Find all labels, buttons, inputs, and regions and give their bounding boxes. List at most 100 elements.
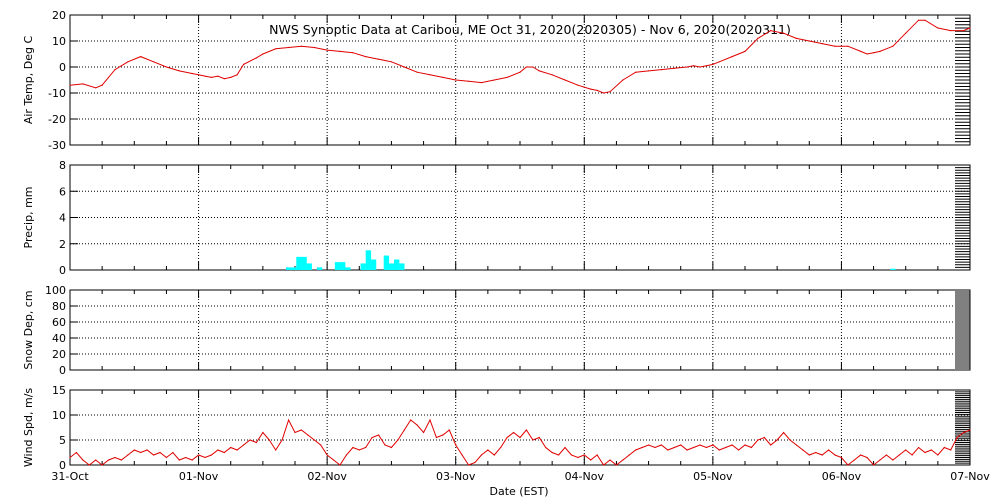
panel-4-data-point — [782, 431, 785, 434]
panel-4-data-point — [107, 459, 110, 461]
panel-3-ytick-label: 20 — [52, 348, 66, 361]
panel-1-data-point — [217, 75, 219, 77]
panel-4-data-point — [365, 446, 367, 449]
panel-4-data-point — [590, 459, 592, 461]
panel-4-data-point — [358, 449, 360, 451]
panel-1-data-point — [577, 84, 579, 86]
panel-2-bar — [334, 262, 341, 270]
panel-4-data-point — [731, 444, 733, 446]
panel-1-data-point — [937, 27, 939, 29]
panel-4-data-point — [641, 446, 643, 449]
panel-4-data-point — [718, 449, 720, 451]
panel-4-data-point — [853, 459, 855, 461]
panel-1-data-point — [390, 61, 393, 63]
panel-4-data-point — [403, 429, 405, 431]
panel-1-data-point — [275, 48, 277, 50]
panel-4-data-point — [917, 446, 920, 449]
panel-4-data-point — [455, 444, 457, 446]
panel-1-data-point — [525, 66, 528, 68]
panel-2-bar — [340, 262, 346, 270]
x-tick-label: 31-Oct — [51, 470, 89, 483]
panel-4-data-point — [950, 449, 952, 451]
panel-4-data-point — [577, 456, 579, 459]
panel-1-data-point — [69, 84, 71, 86]
panel-4-data-point — [236, 449, 238, 451]
panel-1-data-point — [705, 65, 708, 67]
panel-4-data-point — [905, 449, 907, 451]
panel-2-bar — [291, 267, 297, 270]
panel-1-ytick-label: 20 — [52, 9, 66, 22]
panel-4-data-point — [69, 456, 71, 459]
panel-1-data-point — [821, 43, 823, 45]
panel-4-data-point — [152, 454, 155, 456]
panel-4-ytick-label: 0 — [59, 459, 66, 472]
panel-4-data-point — [705, 446, 708, 449]
panel-1-data-point — [352, 52, 354, 54]
panel-4-data-point — [583, 454, 585, 456]
panel-4-data-point — [242, 444, 245, 446]
panel-1-data-point — [962, 30, 965, 32]
panel-4-data-point — [172, 451, 174, 454]
panel-4-data-point — [892, 459, 894, 461]
panel-2-ytick-label: 4 — [59, 212, 66, 225]
panel-4-data-point — [686, 449, 688, 451]
panel-1-data-point — [744, 50, 746, 53]
panel-4-data-point — [802, 449, 804, 451]
panel-4-data-point — [885, 454, 888, 456]
panel-1-data-point — [204, 75, 206, 77]
panel-4-data-point — [789, 439, 791, 441]
panel-3-ytick-label: 40 — [52, 332, 66, 345]
panel-4-data-point — [230, 446, 232, 449]
panel-1-data-point — [519, 71, 521, 73]
panel-4-data-point — [635, 449, 637, 451]
panel-1-data-point — [718, 61, 720, 63]
panel-2-ytick-label: 2 — [59, 238, 66, 251]
panel-1-data-point — [242, 63, 245, 65]
panel-4-data-point — [815, 451, 817, 454]
panel-2-bar — [345, 267, 351, 270]
panel-1-data-point — [866, 53, 868, 55]
panel-1-data-point — [905, 32, 907, 34]
panel-4-data-point — [429, 419, 431, 421]
panel-2-bar — [316, 267, 323, 270]
panel-2-ytick-label: 0 — [59, 264, 66, 277]
panel-2-ylabel: Precip, mm — [22, 187, 35, 249]
panel-4-data-point — [512, 431, 515, 434]
panel-1-data-point — [416, 71, 418, 73]
panel-1-data-point — [660, 69, 663, 71]
panel-1-ytick-label: 0 — [59, 61, 66, 74]
panel-3-ytick-label: 80 — [52, 300, 66, 313]
panel-4-data-point — [422, 431, 425, 434]
panel-2-bar — [383, 255, 390, 270]
panel-1-data-point — [230, 76, 232, 78]
panel-4-data-point — [88, 464, 90, 466]
panel-4-data-point — [962, 431, 965, 434]
panel-4-data-point — [281, 439, 283, 441]
panel-4-ytick-label: 10 — [52, 409, 66, 422]
panel-1-data-point — [101, 84, 103, 86]
panel-4-data-point — [956, 436, 958, 439]
panel-3-ytick-label: 60 — [52, 316, 66, 329]
panel-4-data-point — [332, 459, 335, 461]
panel-4-ytick-label: 15 — [52, 384, 66, 397]
panel-1-data-point — [152, 61, 155, 63]
panel-4-data-point — [570, 454, 573, 456]
panel-4-data-point — [647, 444, 650, 446]
panel-4-data-point — [821, 454, 823, 456]
panel-1-data-point — [808, 40, 810, 42]
panel-4-data-point — [377, 434, 380, 436]
panel-2-bar — [296, 256, 302, 270]
panel-4-data-point — [564, 446, 566, 449]
panel-1-data-point — [673, 67, 675, 69]
panel-4-data-point — [320, 444, 322, 446]
panel-1-data-point — [564, 79, 566, 81]
panel-1-data-point — [917, 19, 920, 21]
panel-4-data-point — [95, 459, 97, 461]
panel-2-bar — [890, 268, 896, 270]
panel-1-data-point — [847, 45, 849, 47]
panel-4-data-point — [326, 454, 328, 456]
panel-4-data-point — [827, 449, 830, 451]
panel-4-data-point — [667, 449, 669, 451]
panel-4-data-point — [551, 451, 553, 454]
panel-4-data-point — [860, 454, 862, 456]
